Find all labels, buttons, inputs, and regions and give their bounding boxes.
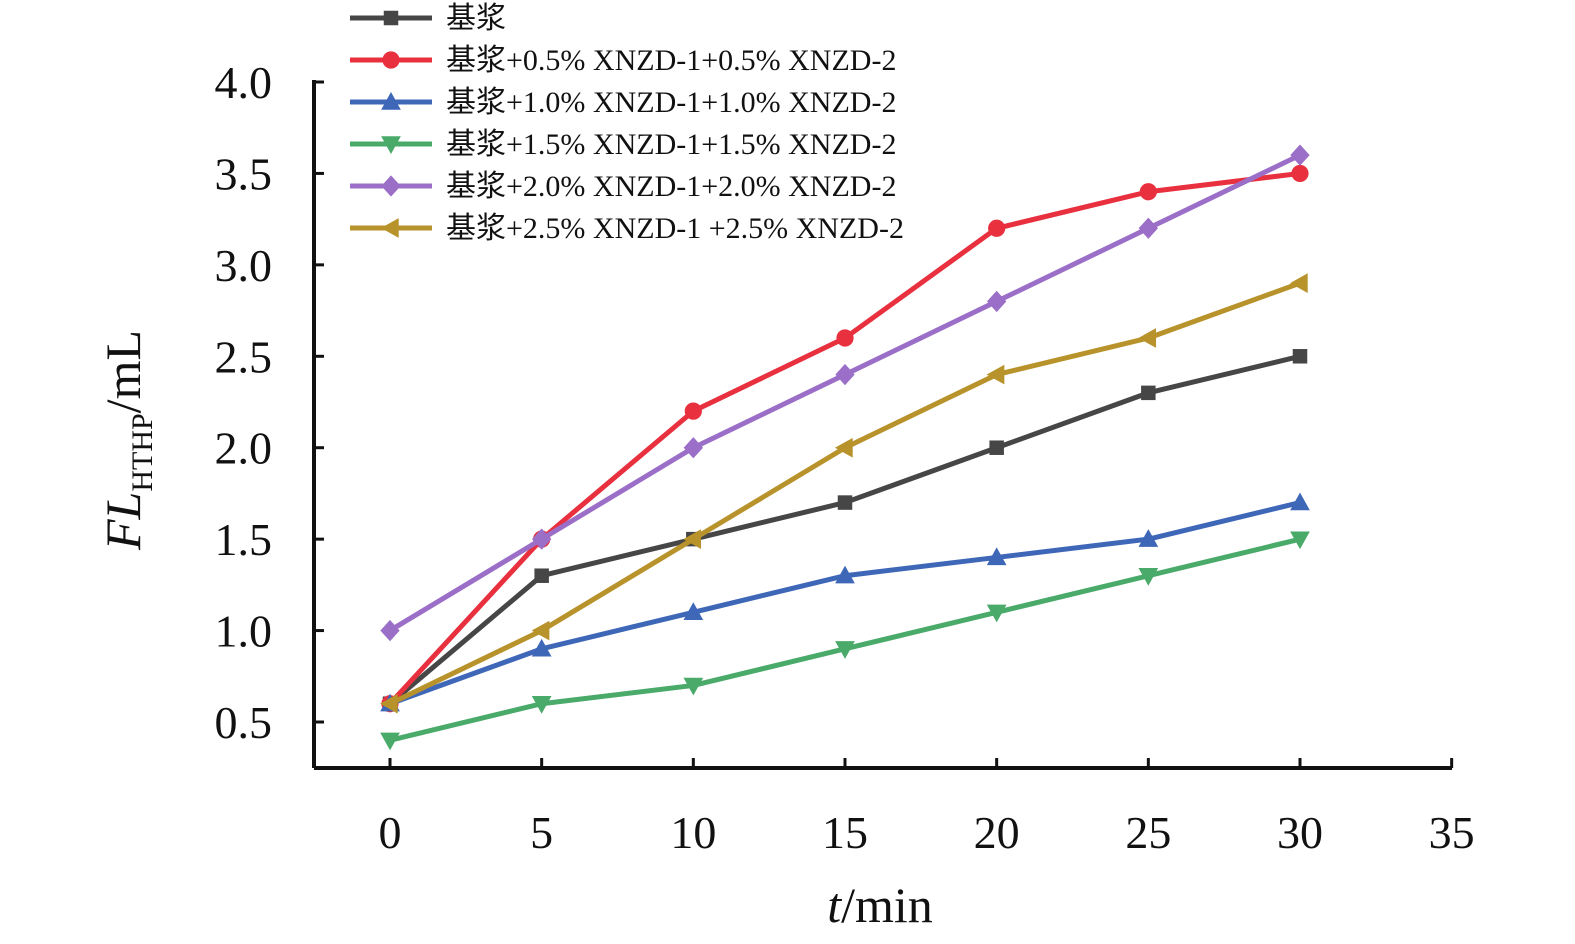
data-point bbox=[986, 364, 1005, 385]
data-point bbox=[986, 604, 1007, 623]
data-point bbox=[986, 547, 1007, 566]
y-tick-label: 2.5 bbox=[215, 331, 273, 382]
data-point bbox=[531, 528, 552, 550]
data-point bbox=[1138, 529, 1159, 547]
x-tick-label: 30 bbox=[1277, 807, 1323, 858]
y-tick-label: 1.0 bbox=[215, 606, 273, 657]
series-3 bbox=[380, 492, 1310, 712]
x-axis-ticks: 0 5 10 15 20 25 30 35 bbox=[379, 758, 1475, 858]
data-point bbox=[1292, 349, 1308, 364]
legend-item: 基浆 bbox=[350, 2, 506, 35]
data-point bbox=[835, 565, 855, 584]
data-point bbox=[835, 363, 855, 386]
data-point bbox=[683, 602, 704, 620]
legend-label: 基浆+0.5% XNZD-1+0.5% XNZD-2 bbox=[446, 44, 896, 77]
data-point bbox=[531, 638, 552, 657]
legend-item: 基浆+1.5% XNZD-1+1.5% XNZD-2 bbox=[350, 128, 896, 161]
data-point bbox=[531, 620, 550, 641]
legend-item: 基浆+1.0% XNZD-1+1.0% XNZD-2 bbox=[350, 86, 896, 119]
series-line bbox=[389, 500, 1301, 707]
legend-swatch-marker bbox=[381, 136, 401, 155]
legend-swatch-marker bbox=[381, 91, 401, 110]
legend-item: 基浆+2.0% XNZD-1+2.0% XNZD-2 bbox=[350, 170, 896, 203]
legend-label: 基浆+1.5% XNZD-1+1.5% XNZD-2 bbox=[446, 128, 896, 161]
data-point bbox=[684, 402, 702, 420]
data-point bbox=[379, 693, 398, 714]
data-point bbox=[989, 440, 1004, 455]
data-point bbox=[683, 677, 704, 696]
x-tick-label: 15 bbox=[822, 807, 868, 858]
data-point bbox=[380, 732, 400, 751]
legend-swatch-marker bbox=[383, 10, 399, 26]
y-tick-label: 3.5 bbox=[215, 148, 273, 199]
data-point bbox=[986, 290, 1007, 313]
legend-item: 基浆+2.5% XNZD-1 +2.5% XNZD-2 bbox=[350, 212, 904, 245]
series-5 bbox=[380, 144, 1310, 642]
plot-area bbox=[379, 144, 1310, 751]
x-axis-title: t/min bbox=[827, 877, 933, 933]
data-point bbox=[534, 568, 549, 583]
data-point bbox=[380, 619, 400, 642]
x-tick-label: 20 bbox=[974, 807, 1020, 858]
series-4 bbox=[380, 531, 1310, 751]
y-tick-label: 4.0 bbox=[215, 57, 273, 108]
x-tick-label: 25 bbox=[1125, 807, 1171, 858]
series-2 bbox=[381, 164, 1309, 713]
data-point bbox=[1291, 164, 1309, 183]
x-tick-label: 35 bbox=[1429, 807, 1475, 858]
legend-label: 基浆+2.0% XNZD-1+2.0% XNZD-2 bbox=[446, 170, 896, 203]
y-tick-label: 1.5 bbox=[215, 514, 273, 565]
data-point bbox=[988, 219, 1006, 237]
y-tick-label: 3.0 bbox=[215, 240, 273, 291]
y-axis-ticks: 0.5 1.0 1.5 2.0 2.5 3.0 3.5 4.0 bbox=[215, 57, 324, 748]
legend-label: 基浆+1.0% XNZD-1+1.0% XNZD-2 bbox=[446, 86, 896, 119]
y-tick-label: 0.5 bbox=[215, 697, 273, 748]
data-point bbox=[1290, 531, 1310, 550]
data-point bbox=[1290, 144, 1310, 166]
x-tick-label: 5 bbox=[530, 807, 553, 858]
data-point bbox=[837, 495, 853, 510]
data-point bbox=[1141, 385, 1156, 401]
data-point bbox=[1138, 217, 1159, 239]
data-point bbox=[531, 696, 552, 714]
legend-item: 基浆+0.5% XNZD-1+0.5% XNZD-2 bbox=[350, 44, 896, 77]
data-point bbox=[836, 329, 854, 347]
data-point bbox=[834, 437, 853, 458]
data-point bbox=[683, 437, 704, 459]
y-tick-label: 2.0 bbox=[215, 423, 273, 474]
data-point bbox=[835, 641, 855, 659]
legend-label: 基浆+2.5% XNZD-1 +2.5% XNZD-2 bbox=[446, 212, 904, 245]
data-point bbox=[1138, 568, 1159, 586]
data-point bbox=[1290, 492, 1310, 511]
y-axis-title: FLHTHP/mL bbox=[95, 330, 159, 551]
legend-label: 基浆 bbox=[446, 2, 506, 35]
series-line bbox=[388, 170, 1301, 706]
data-point bbox=[683, 529, 702, 549]
chart-axes bbox=[312, 80, 1452, 770]
data-point bbox=[1139, 183, 1157, 201]
data-point bbox=[1289, 273, 1308, 293]
legend-swatch-marker bbox=[380, 218, 399, 238]
x-tick-label: 10 bbox=[670, 807, 716, 858]
series-6 bbox=[379, 273, 1308, 714]
x-tick-label: 0 bbox=[379, 807, 402, 858]
data-point bbox=[1138, 328, 1157, 348]
legend-swatch-marker bbox=[382, 51, 400, 69]
legend-swatch-marker bbox=[381, 175, 401, 197]
